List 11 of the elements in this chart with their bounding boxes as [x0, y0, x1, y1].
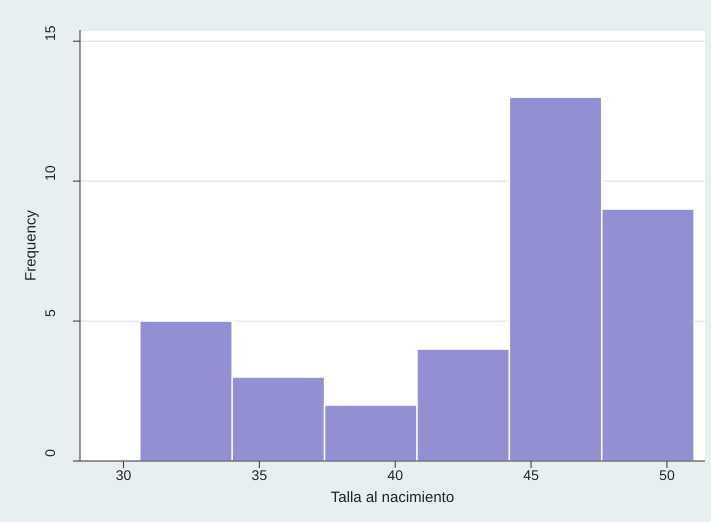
- x-tick-label: 40: [387, 466, 404, 483]
- x-axis-title: Talla al nacimiento: [330, 489, 454, 506]
- x-tick-label: 45: [523, 466, 540, 483]
- y-tick-label: 15: [42, 25, 58, 41]
- y-tick-label: 0: [42, 448, 58, 457]
- y-tick-label: 5: [42, 308, 58, 317]
- x-tick-label: 35: [252, 466, 268, 483]
- y-axis-title: Frequency: [22, 210, 40, 281]
- x-tick-label: 50: [659, 466, 675, 483]
- y-tick-label: 10: [42, 165, 58, 181]
- x-tick-label: 30: [116, 466, 132, 483]
